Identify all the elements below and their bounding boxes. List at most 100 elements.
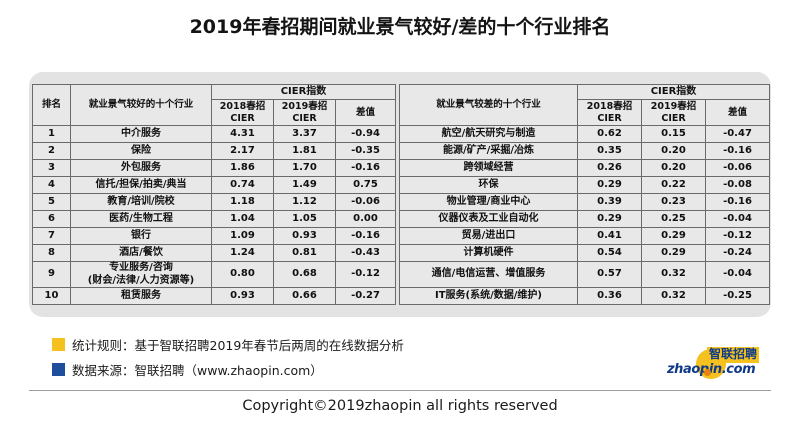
cell-rank: 4 — [32, 176, 71, 194]
cell-2018-cier: 0.74 — [211, 176, 274, 194]
cell-2018-cier: 0.54 — [577, 244, 642, 262]
cell-industry: 跨领域经营 — [399, 159, 578, 177]
cell-2019-cier: 0.25 — [641, 210, 706, 228]
cell-2018-cier: 0.35 — [577, 142, 642, 160]
cell-2019-cier: 0.20 — [641, 142, 706, 160]
cell-rank: 10 — [32, 287, 71, 305]
cell-diff: -0.27 — [335, 287, 396, 305]
rankings-tables: 排名 就业景气较好的十个行业 CIER指数 2018春招 CIER 2019春招… — [32, 84, 770, 305]
cell-2018-cier: 0.29 — [577, 210, 642, 228]
header-diff-left: 差值 — [335, 99, 396, 126]
cell-2019-cier: 0.32 — [641, 261, 706, 288]
cell-industry: 通信/电信运营、增值服务 — [399, 261, 578, 288]
header-diff-right: 差值 — [705, 99, 770, 126]
cell-2019-cier: 0.29 — [641, 227, 706, 245]
cell-2019-cier: 0.32 — [641, 287, 706, 305]
table-row: 航空/航天研究与制造 0.62 0.15 -0.47 — [399, 125, 770, 143]
header-good-industry: 就业景气较好的十个行业 — [70, 84, 212, 126]
cell-2019-cier: 0.68 — [273, 261, 336, 288]
cell-rank: 7 — [32, 227, 71, 245]
footnotes: 统计规则：基于智联招聘2019年春节后两周的在线数据分析 数据来源：智联招聘（w… — [52, 332, 752, 382]
cell-2019-cier: 0.81 — [273, 244, 336, 262]
table-row: 环保 0.29 0.22 -0.08 — [399, 176, 770, 194]
cell-2018-cier: 0.36 — [577, 287, 642, 305]
cell-diff: -0.16 — [335, 227, 396, 245]
cell-industry: 银行 — [70, 227, 212, 245]
square-bullet-icon — [52, 338, 65, 351]
cell-rank: 8 — [32, 244, 71, 262]
cell-2018-cier: 1.09 — [211, 227, 274, 245]
cell-2019-cier: 3.37 — [273, 125, 336, 143]
table-row: 物业管理/商业中心 0.39 0.23 -0.16 — [399, 193, 770, 211]
cell-industry: 贸易/进出口 — [399, 227, 578, 245]
cell-industry: 计算机硬件 — [399, 244, 578, 262]
cell-2018-cier: 0.80 — [211, 261, 274, 288]
cell-industry: 仪器仪表及工业自动化 — [399, 210, 578, 228]
logo-dot-icon — [704, 369, 711, 376]
header-2019-line1: 2019春招 — [650, 100, 697, 112]
header-group-row: 排名 就业景气较好的十个行业 CIER指数 — [32, 84, 396, 126]
cell-2019-cier: 1.49 — [273, 176, 336, 194]
cell-diff: -0.04 — [705, 210, 770, 228]
cell-2018-cier: 0.26 — [577, 159, 642, 177]
table-row: 能源/矿产/采掘/冶炼 0.35 0.20 -0.16 — [399, 142, 770, 160]
cell-diff: -0.06 — [335, 193, 396, 211]
cell-diff: -0.06 — [705, 159, 770, 177]
zhaopin-logo: 智联招聘 zhaopin.com — [663, 347, 781, 383]
cell-diff: 0.00 — [335, 210, 396, 228]
cell-2019-cier: 0.66 — [273, 287, 336, 305]
header-2019-line2: CIER — [661, 112, 686, 124]
table-row: 计算机硬件 0.54 0.29 -0.24 — [399, 244, 770, 262]
cell-2019-cier: 0.20 — [641, 159, 706, 177]
cell-industry: 保险 — [70, 142, 212, 160]
good-table-head: 排名 就业景气较好的十个行业 CIER指数 2018春招 CIER 2019春招… — [32, 84, 396, 126]
header-2019-line1: 2019春招 — [281, 100, 328, 112]
logo-english-text: zhaopin.com — [667, 362, 756, 377]
cell-2019-cier: 0.22 — [641, 176, 706, 194]
copyright-text: Copyright©2019zhaopin all rights reserve… — [242, 398, 558, 414]
cell-2019-cier: 1.05 — [273, 210, 336, 228]
cell-industry: 教育/培训/院校 — [70, 193, 212, 211]
cell-diff: -0.47 — [705, 125, 770, 143]
note-statistics-rule: 统计规则：基于智联招聘2019年春节后两周的在线数据分析 — [52, 332, 752, 357]
note-statistics-rule-text: 统计规则：基于智联招聘2019年春节后两周的在线数据分析 — [72, 338, 404, 353]
table-row: 1 中介服务 4.31 3.37 -0.94 — [32, 125, 396, 143]
cell-industry: 环保 — [399, 176, 578, 194]
note-data-source: 数据来源：智联招聘（www.zhaopin.com） — [52, 357, 752, 382]
cell-industry: 租赁服务 — [70, 287, 212, 305]
bad-industries-table: 就业景气较差的十个行业 CIER指数 2018春招 CIER 2019春招 CI… — [399, 84, 770, 305]
cell-diff: -0.43 — [335, 244, 396, 262]
cell-diff: -0.24 — [705, 244, 770, 262]
cell-2018-cier: 1.24 — [211, 244, 274, 262]
cell-industry: 外包服务 — [70, 159, 212, 177]
cell-diff: 0.75 — [335, 176, 396, 194]
cell-diff: -0.12 — [335, 261, 396, 288]
cell-industry: 能源/矿产/采掘/冶炼 — [399, 142, 578, 160]
table-row: 贸易/进出口 0.41 0.29 -0.12 — [399, 227, 770, 245]
bad-table-head: 就业景气较差的十个行业 CIER指数 2018春招 CIER 2019春招 CI… — [399, 84, 770, 126]
cell-2018-cier: 1.04 — [211, 210, 274, 228]
good-table-body: 1 中介服务 4.31 3.37 -0.94 2 保险 2.17 1.81 -0… — [32, 125, 396, 305]
cell-industry: 物业管理/商业中心 — [399, 193, 578, 211]
cell-industry: IT服务(系统/数据/维护) — [399, 287, 578, 305]
header-2019-line2: CIER — [292, 112, 317, 124]
table-row: 跨领域经营 0.26 0.20 -0.06 — [399, 159, 770, 177]
cell-2018-cier: 0.93 — [211, 287, 274, 305]
logo-chinese-text: 智联招聘 — [707, 347, 760, 363]
cell-industry: 专业服务/咨询 (财会/法律/人力资源等) — [70, 261, 212, 288]
cell-2018-cier: 0.39 — [577, 193, 642, 211]
table-row: 5 教育/培训/院校 1.18 1.12 -0.06 — [32, 193, 396, 211]
cell-2019-cier: 1.70 — [273, 159, 336, 177]
table-row: 10 租赁服务 0.93 0.66 -0.27 — [32, 287, 396, 305]
page-title: 2019年春招期间就业景气较好/差的十个行业排名 — [189, 16, 611, 38]
header-2018-line2: CIER — [230, 112, 255, 124]
cell-diff: -0.35 — [335, 142, 396, 160]
cell-industry: 医药/生物工程 — [70, 210, 212, 228]
table-row: 9 专业服务/咨询 (财会/法律/人力资源等) 0.80 0.68 -0.12 — [32, 261, 396, 288]
note-data-source-text: 数据来源：智联招聘（www.zhaopin.com） — [72, 363, 323, 378]
header-2018-line2: CIER — [597, 112, 622, 124]
square-bullet-icon — [52, 363, 65, 376]
header-rank: 排名 — [32, 84, 71, 126]
cell-industry: 信托/担保/拍卖/典当 — [70, 176, 212, 194]
table-row: 6 医药/生物工程 1.04 1.05 0.00 — [32, 210, 396, 228]
